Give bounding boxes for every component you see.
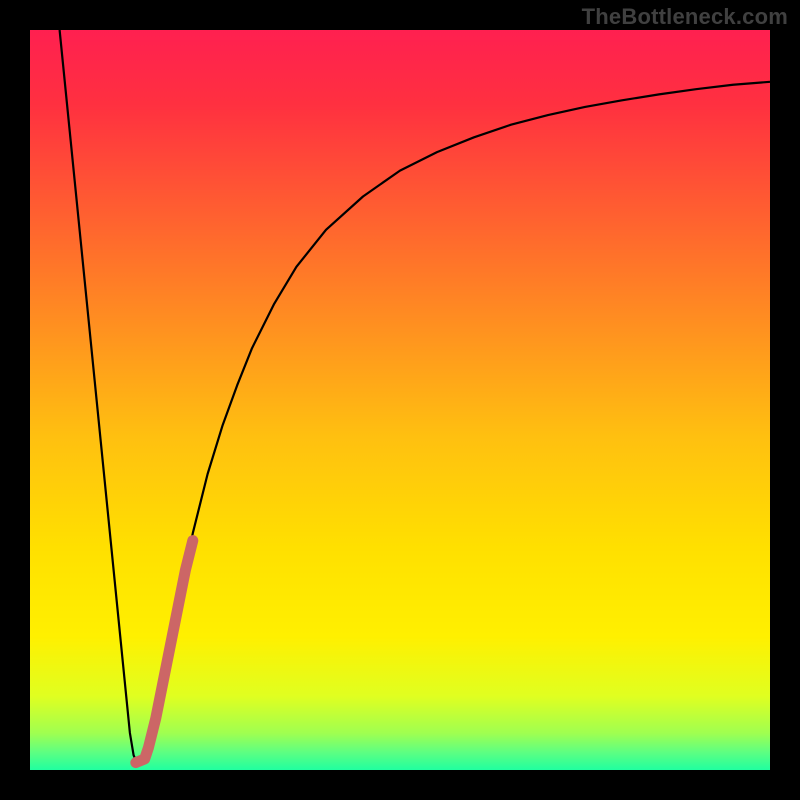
watermark-text: TheBottleneck.com bbox=[582, 4, 788, 30]
chart-container: TheBottleneck.com bbox=[0, 0, 800, 800]
bottleneck-curve-plot bbox=[0, 0, 800, 800]
plot-gradient-background bbox=[30, 30, 770, 770]
